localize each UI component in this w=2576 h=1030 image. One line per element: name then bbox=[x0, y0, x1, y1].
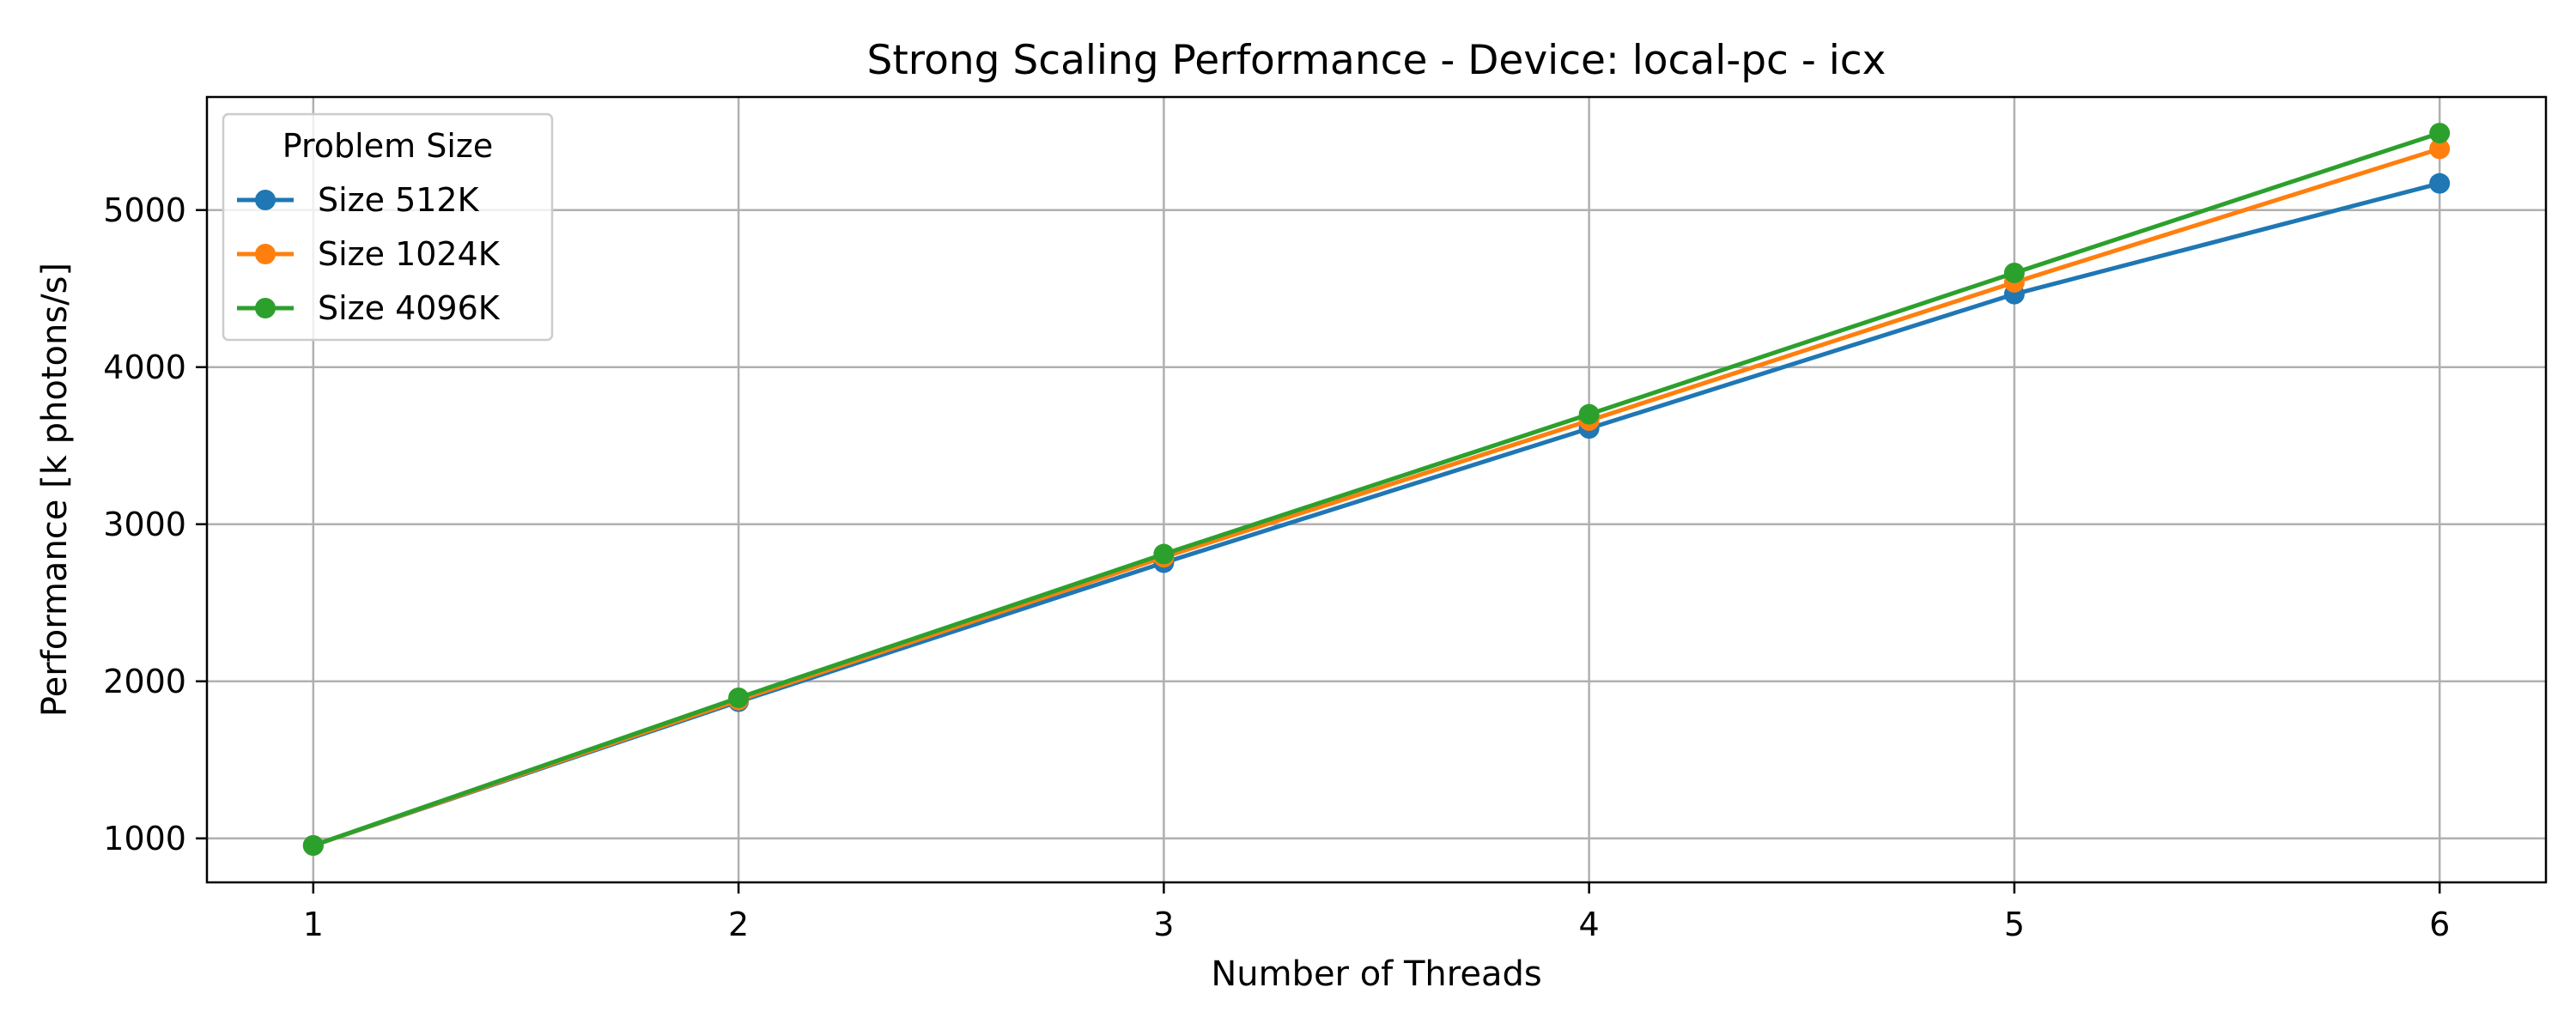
y-tick-label: 3000 bbox=[103, 506, 186, 543]
series-layer bbox=[302, 123, 2451, 856]
x-axis-label: Number of Threads bbox=[1211, 954, 1541, 994]
legend-label: Size 512K bbox=[318, 181, 480, 219]
legend-label: Size 1024K bbox=[318, 235, 501, 273]
legend-title: Problem Size bbox=[283, 127, 493, 165]
plot-frame bbox=[205, 95, 2548, 884]
data-point bbox=[2003, 262, 2025, 283]
legend-label: Size 4096K bbox=[318, 289, 501, 327]
legend-entry: Size 512K bbox=[237, 181, 480, 219]
data-point bbox=[728, 687, 750, 708]
y-tick-label: 1000 bbox=[103, 820, 186, 857]
series-3 bbox=[302, 123, 2451, 856]
data-point bbox=[1153, 543, 1175, 565]
x-tick-label: 1 bbox=[303, 906, 324, 943]
legend-entry: Size 4096K bbox=[237, 289, 501, 327]
legend: Problem Size Size 512K Size 1024K Size 409… bbox=[222, 112, 554, 342]
legend-swatch-marker bbox=[255, 190, 276, 210]
legend-entry: Size 1024K bbox=[237, 235, 501, 273]
data-point bbox=[1578, 403, 1600, 425]
ticks-layer: 1 2 3 4 5 6 1000 2000 3000 4000 5000 bbox=[103, 191, 2450, 943]
data-point bbox=[302, 834, 324, 856]
y-axis-label: Performance [k photons/s] bbox=[35, 263, 75, 717]
data-point bbox=[2429, 138, 2451, 160]
series-line bbox=[312, 130, 2440, 848]
y-tick-label: 2000 bbox=[103, 663, 186, 700]
x-tick-label: 4 bbox=[1579, 906, 1600, 943]
chart-title: Strong Scaling Performance - Device: loc… bbox=[867, 37, 1886, 84]
legend-box bbox=[222, 112, 554, 342]
x-tick-label: 2 bbox=[728, 906, 749, 943]
data-point bbox=[2429, 123, 2451, 144]
legend-swatch-marker bbox=[255, 298, 276, 318]
grid-layer bbox=[207, 97, 2546, 882]
x-tick-label: 6 bbox=[2429, 906, 2450, 943]
legend-entries: Size 512K Size 1024K Size 4096K bbox=[237, 181, 501, 327]
y-tick-label: 5000 bbox=[103, 191, 186, 229]
y-tick-label: 4000 bbox=[103, 348, 186, 386]
x-tick-label: 5 bbox=[2004, 906, 2025, 943]
data-point bbox=[2429, 173, 2451, 194]
legend-swatch-marker bbox=[255, 244, 276, 264]
x-tick-label: 3 bbox=[1153, 906, 1174, 943]
